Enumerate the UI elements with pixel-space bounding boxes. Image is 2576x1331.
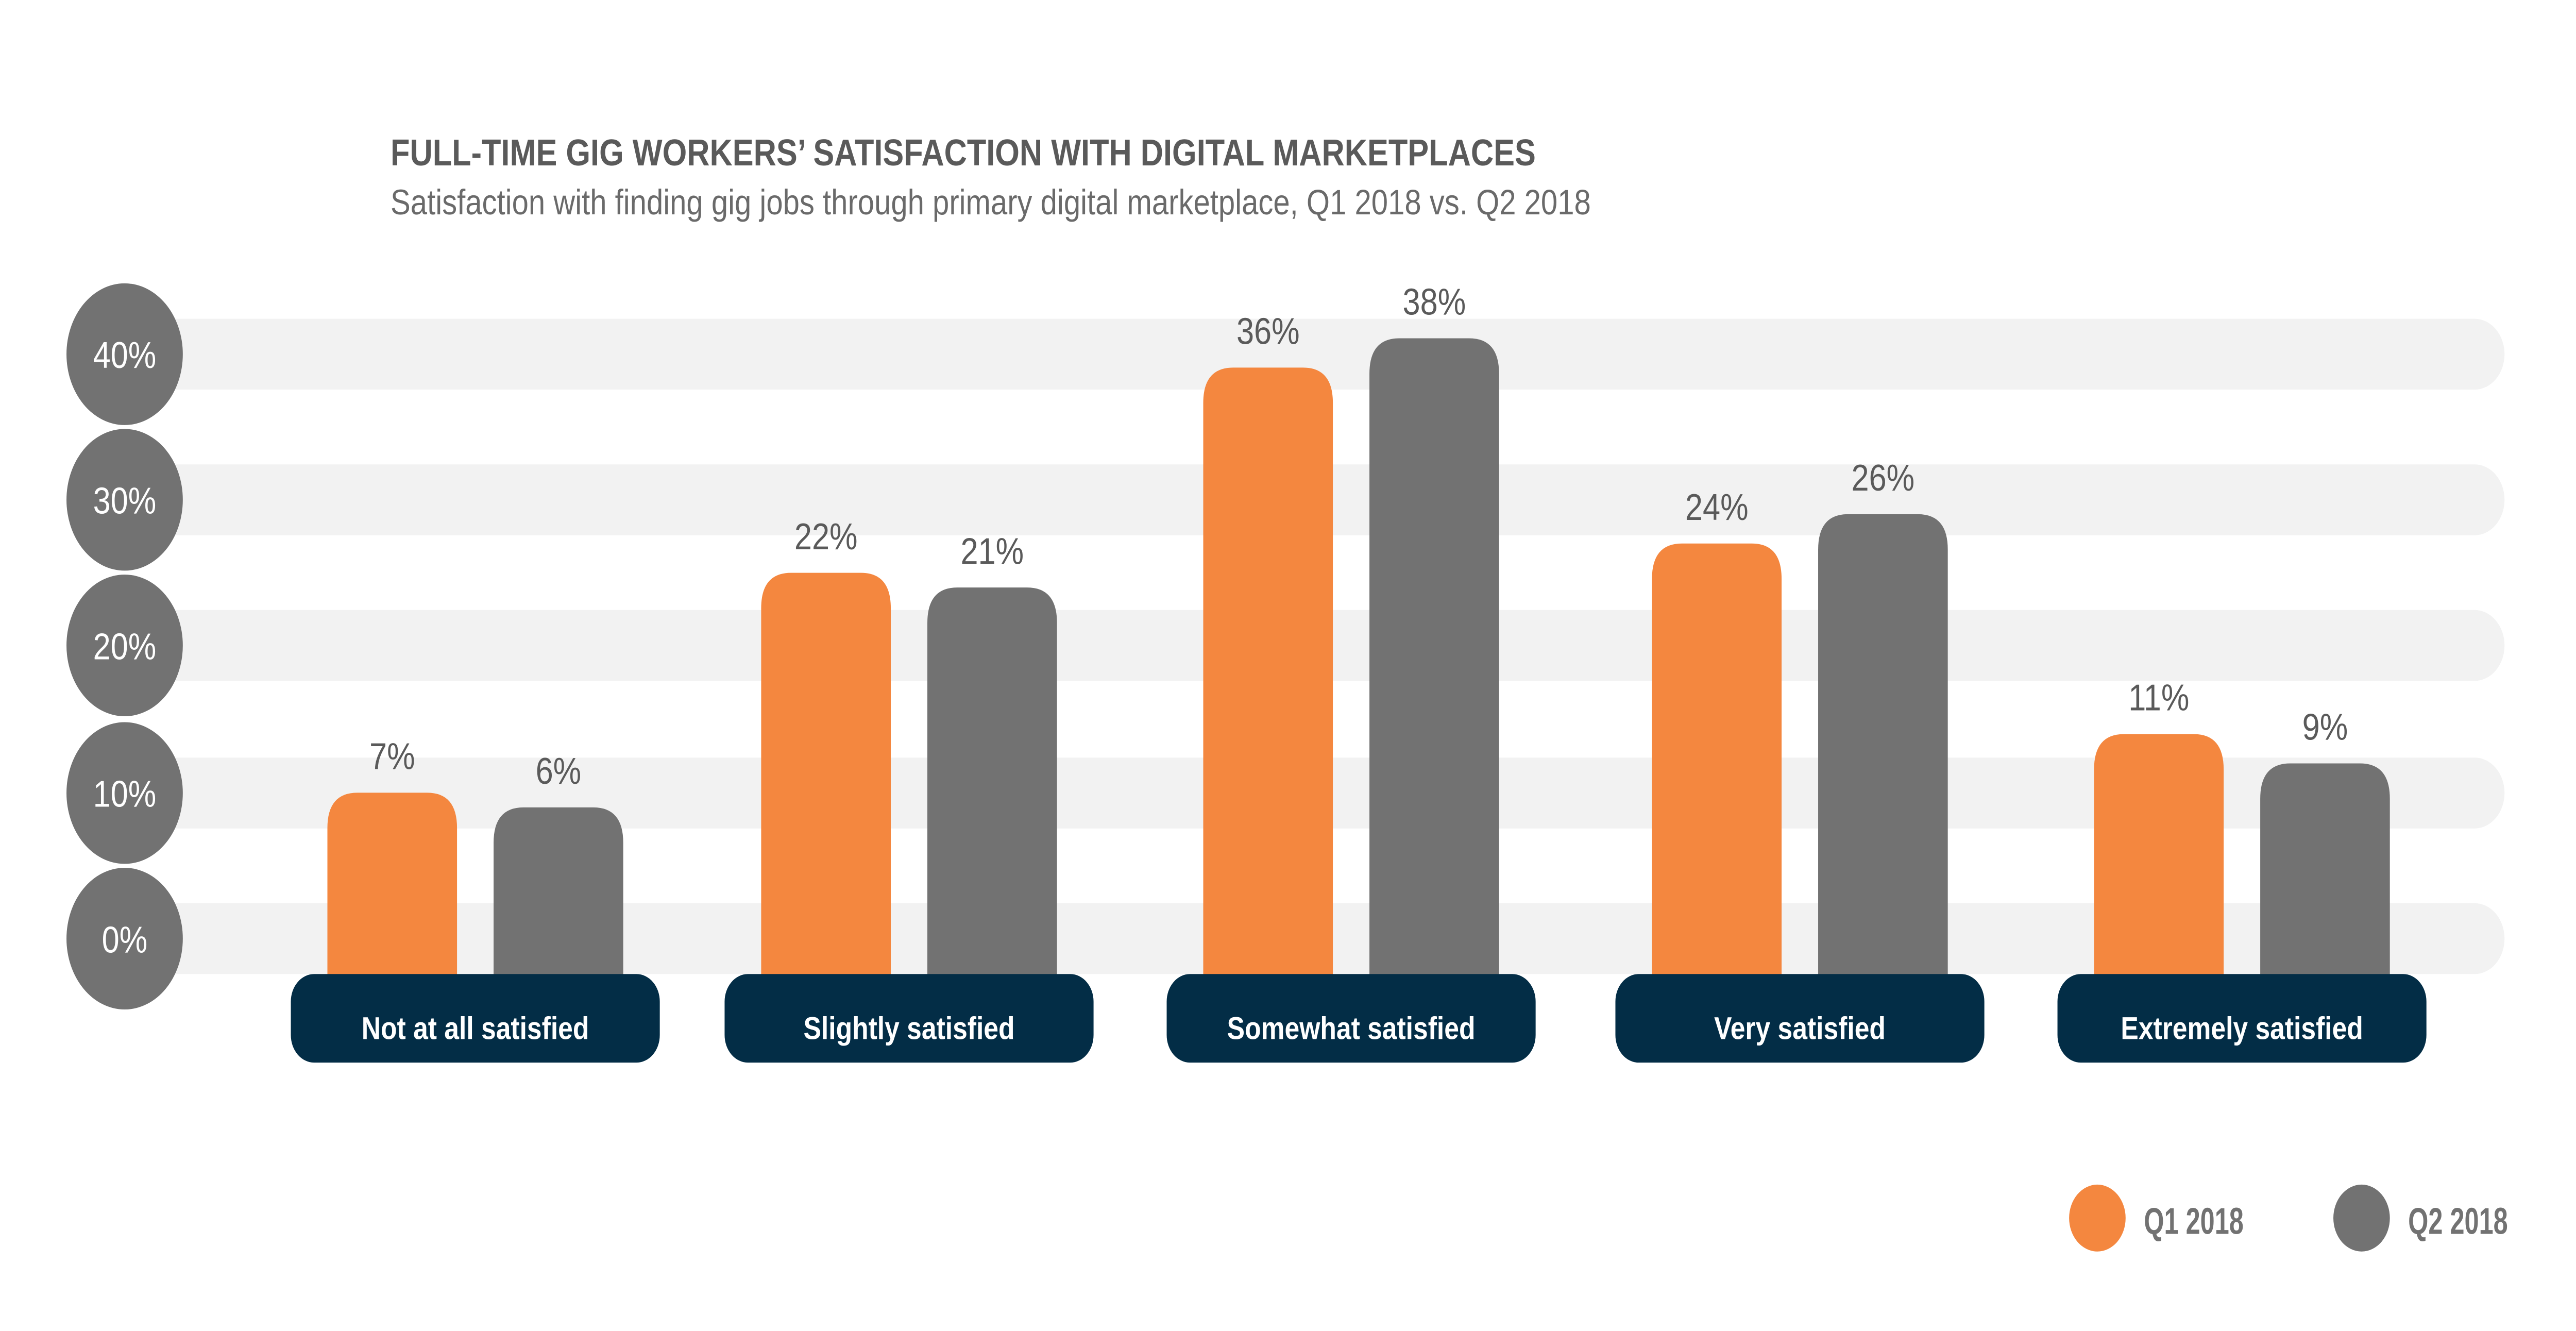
y-tick-circle <box>66 722 183 864</box>
bar-q1 <box>1652 543 1782 978</box>
bar-q2 <box>927 587 1057 978</box>
data-label: 38% <box>1403 281 1466 323</box>
y-tick-circle <box>66 575 183 717</box>
y-tick-label: 10% <box>93 773 157 815</box>
x-tick-label: Slightly satisfied <box>803 1010 1014 1046</box>
data-label: 21% <box>960 530 1024 572</box>
x-tick-label: Extremely satisfied <box>2121 1010 2363 1046</box>
data-label: 22% <box>794 516 858 558</box>
data-label: 9% <box>2302 706 2348 748</box>
category-pill <box>2057 974 2427 1063</box>
bar-q1 <box>761 572 891 978</box>
y-tick-label: 30% <box>93 480 157 522</box>
y-tick-label: 20% <box>93 626 157 667</box>
x-tick-label: Very satisfied <box>1714 1010 1886 1046</box>
legend-swatch <box>2069 1184 2126 1252</box>
legend-label: Q2 2018 <box>2408 1201 2508 1242</box>
bar-q1 <box>1203 367 1333 978</box>
bar-q2 <box>494 807 623 978</box>
grid-band <box>124 318 2505 390</box>
y-tick-circle <box>66 429 183 571</box>
x-tick-label: Not at all satisfied <box>362 1010 589 1046</box>
y-tick-circle <box>66 868 183 1010</box>
bar-q1 <box>2094 734 2224 978</box>
legend-label: Q1 2018 <box>2144 1201 2244 1242</box>
bar-q2 <box>2260 763 2390 978</box>
chart-subtitle: Satisfaction with finding gig jobs throu… <box>391 183 1591 223</box>
data-label: 7% <box>369 736 415 778</box>
legend-swatch <box>2333 1184 2390 1252</box>
data-label: 6% <box>536 750 582 792</box>
y-tick-label: 40% <box>93 334 157 376</box>
chart-title: FULL-TIME GIG WORKERS’ SATISFACTION WITH… <box>391 132 1536 174</box>
category-pill <box>1166 974 1536 1063</box>
category-pill <box>1615 974 1985 1063</box>
category-pill <box>724 974 1094 1063</box>
data-label: 36% <box>1236 311 1300 352</box>
bar-q2 <box>1369 338 1499 978</box>
category-pill <box>291 974 660 1063</box>
x-tick-label: Somewhat satisfied <box>1227 1010 1476 1046</box>
y-tick-circle <box>66 283 183 425</box>
data-label: 26% <box>1852 457 1915 499</box>
y-tick-label: 0% <box>102 919 148 961</box>
bar-q1 <box>327 793 457 978</box>
data-label: 11% <box>2128 677 2189 719</box>
bar-q2 <box>1818 514 1948 978</box>
data-label: 24% <box>1685 486 1749 528</box>
